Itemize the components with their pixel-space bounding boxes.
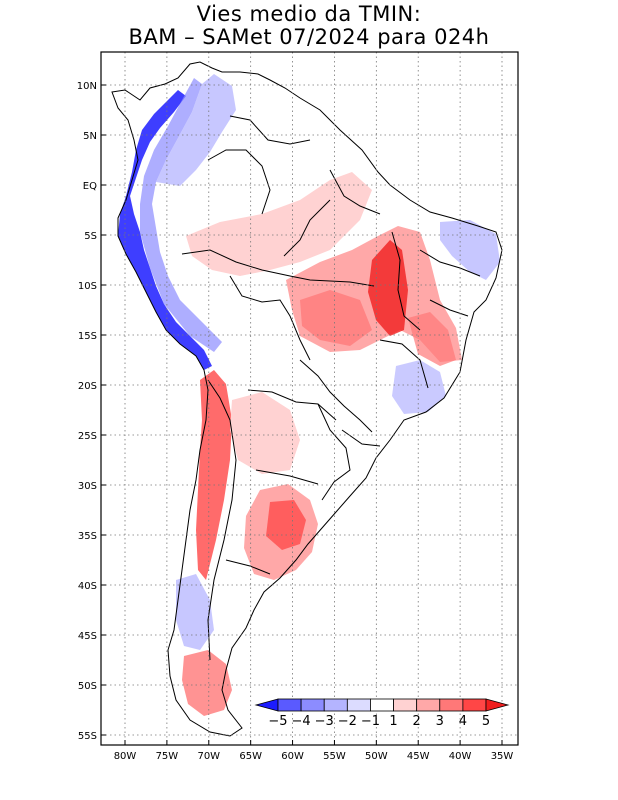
lon-tick-label: 55W — [323, 751, 346, 762]
colorbar-label: −3 — [315, 714, 334, 729]
colorbar-label: −5 — [268, 714, 287, 729]
colorbar-segment — [485, 698, 510, 712]
lon-tick-label: 50W — [365, 751, 388, 762]
colorbar-label: 2 — [413, 714, 421, 729]
colorbar-label: 3 — [436, 714, 444, 729]
coordinate-grid: 10N 5N EQ 5S 10S 15S 20S 25S 30S 35S 40S 45S 50S 55S 8… — [77, 52, 518, 762]
country-borders — [111, 61, 503, 737]
lon-tick-label: 40W — [449, 751, 472, 762]
cold-bias-region-colombia — [156, 74, 236, 186]
lon-tick-label: 65W — [239, 751, 262, 762]
map-title-line2: BAM – SAMet 07/2024 para 024h — [128, 25, 490, 49]
lat-tick-label: 10S — [78, 281, 97, 292]
lon-tick-label: 70W — [197, 751, 220, 762]
lat-tick-label: 45S — [78, 631, 97, 642]
warm-bias-region-brazil-north — [186, 172, 372, 276]
colorbar-segment — [323, 698, 348, 712]
cold-bias-region-patagonia — [176, 574, 214, 650]
colorbar-segment — [346, 698, 371, 712]
lon-tick-label: 80W — [114, 751, 137, 762]
colorbar-label: −4 — [292, 714, 311, 729]
lat-tick-label: 35S — [78, 531, 97, 542]
warm-bias-region-mato-grosso — [300, 290, 372, 346]
warm-bias-region-argentina-core — [266, 500, 306, 550]
map-title-line1: Vies medio da TMIN: — [196, 2, 422, 26]
warm-bias-region-brazil-core — [368, 240, 408, 336]
colorbar-label: 5 — [482, 714, 490, 729]
warm-bias-region-patagonia — [182, 650, 232, 716]
colorbar-segment — [439, 698, 464, 712]
colorbar-segment — [416, 698, 441, 712]
colorbar-segment — [370, 698, 394, 712]
cold-bias-region-andes-north — [118, 90, 212, 370]
lon-tick-label: 75W — [156, 751, 179, 762]
colorbar: −5 −4 −3 −2 −1 1 2 3 4 5 — [254, 698, 510, 729]
cold-bias-region-southeast — [392, 360, 446, 414]
colorbar-segment — [462, 698, 487, 712]
lat-tick-label: 50S — [78, 681, 97, 692]
lat-tick-label: 15S — [78, 331, 97, 342]
cold-bias-region-andes-blend — [140, 78, 222, 352]
colorbar-segment — [393, 698, 418, 712]
warm-bias-region-minas — [408, 312, 456, 366]
lat-tick-label: 5S — [84, 231, 97, 242]
colorbar-segment — [300, 698, 325, 712]
lon-tick-label: 45W — [407, 751, 430, 762]
colorbar-label: 1 — [389, 714, 397, 729]
colorbar-label: −2 — [338, 714, 357, 729]
colorbar-label: −1 — [361, 714, 380, 729]
lat-tick-label: 25S — [78, 431, 97, 442]
plot-frame — [100, 51, 519, 746]
lat-tick-label: 5N — [83, 131, 97, 142]
lat-tick-label: 55S — [78, 731, 97, 742]
lat-tick-label: 40S — [78, 581, 97, 592]
lon-tick-label: 60W — [281, 751, 304, 762]
lat-tick-label: 20S — [78, 381, 97, 392]
lat-tick-label: 30S — [78, 481, 97, 492]
colorbar-label: 4 — [459, 714, 467, 729]
lat-tick-label: 10N — [77, 81, 97, 92]
warm-bias-region-north-argentina — [230, 392, 300, 474]
lon-tick-label: 35W — [491, 751, 514, 762]
colorbar-segment — [277, 698, 302, 712]
lat-tick-label: EQ — [83, 181, 97, 192]
